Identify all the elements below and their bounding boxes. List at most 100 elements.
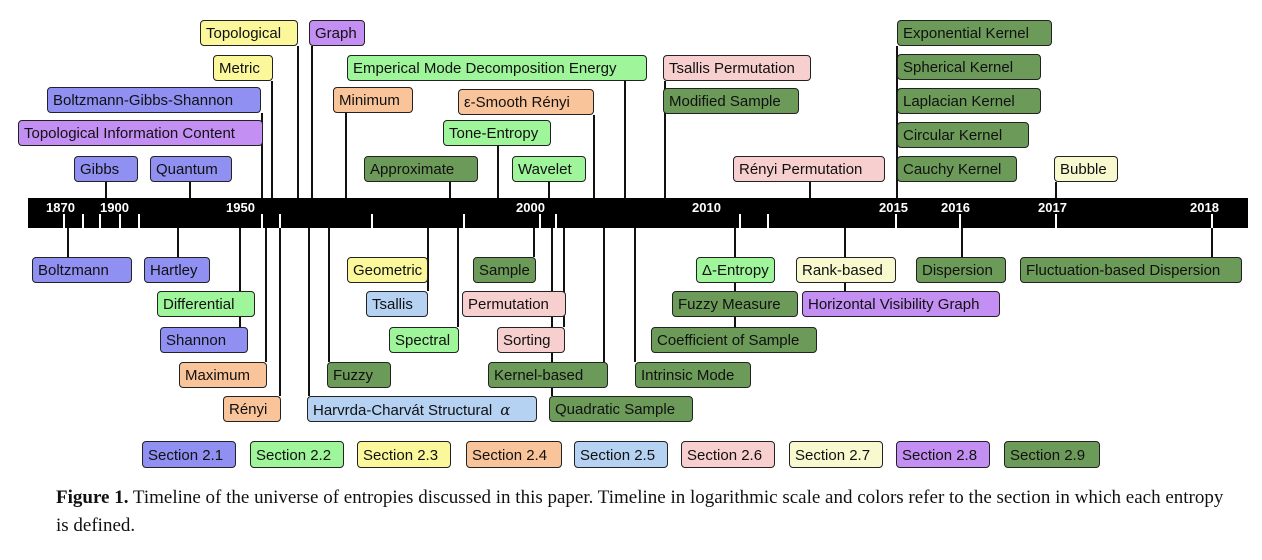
caption-text: Timeline of the universe of entropies di… bbox=[56, 487, 1224, 536]
entropy-box-bgs: Boltzmann-Gibbs-Shannon bbox=[47, 87, 261, 113]
entropy-box-topological: Topological bbox=[200, 20, 298, 46]
entropy-box-maximum: Maximum bbox=[179, 362, 267, 388]
entropy-label: Topological bbox=[206, 25, 282, 42]
entropy-label: Boltzmann-Gibbs-Shannon bbox=[53, 92, 234, 109]
year-label-2010: 2010 bbox=[692, 200, 721, 215]
entropy-box-renyi-permutation: Rényi Permutation bbox=[733, 156, 885, 182]
entropy-box-tsallis: Tsallis bbox=[366, 291, 428, 317]
entropy-box-renyi: Rényi bbox=[223, 396, 281, 422]
entropy-label: Coefficient of Sample bbox=[657, 332, 800, 349]
figure-caption: Figure 1. Timeline of the universe of en… bbox=[56, 484, 1236, 540]
entropy-label: Sorting bbox=[503, 332, 551, 349]
entropy-box-boltzmann: Boltzmann bbox=[32, 257, 132, 283]
entropy-box-rank-based: Rank-based bbox=[796, 257, 896, 283]
entropy-box-graph: Graph bbox=[309, 20, 365, 46]
entropy-box-tsallis-permutation: Tsallis Permutation bbox=[663, 55, 811, 81]
entropy-label: Topological Information Content bbox=[24, 125, 235, 142]
entropy-box-quadratic-sample: Quadratic Sample bbox=[549, 396, 693, 422]
entropy-label: Tsallis Permutation bbox=[669, 60, 795, 77]
entropy-box-hvg: Horizontal Visibility Graph bbox=[802, 291, 1000, 317]
entropy-box-permutation: Permutation bbox=[462, 291, 566, 317]
legend-s2-9: Section 2.9 bbox=[1004, 441, 1100, 468]
entropy-label: Permutation bbox=[468, 296, 549, 313]
year-label-1950: 1950 bbox=[226, 200, 255, 215]
entropy-label: Kernel-based bbox=[494, 367, 584, 384]
entropy-box-gibbs: Gibbs bbox=[74, 156, 138, 182]
entropy-box-kernel-based: Kernel-based bbox=[488, 362, 608, 388]
entropy-box-wavelet: Wavelet bbox=[512, 156, 586, 182]
entropy-label: Dispersion bbox=[922, 262, 993, 279]
entropy-box-tone-entropy: Tone-Entropy bbox=[443, 120, 551, 146]
entropy-label: Δ-Entropy bbox=[702, 262, 769, 279]
entropy-label: Fluctuation-based Dispersion bbox=[1026, 262, 1221, 279]
entropy-label: Exponential Kernel bbox=[903, 25, 1029, 42]
entropy-box-smooth-renyi: ε-Smooth Rényi bbox=[458, 89, 594, 115]
entropy-label: Quadratic Sample bbox=[555, 401, 676, 418]
legend-s2-8: Section 2.8 bbox=[896, 441, 990, 468]
timeline-axis bbox=[28, 198, 1248, 228]
entropy-label: Shannon bbox=[166, 332, 227, 349]
entropy-label: Rényi Permutation bbox=[739, 161, 863, 178]
legend-s2-7: Section 2.7 bbox=[789, 441, 883, 468]
year-label-2000: 2000 bbox=[516, 200, 545, 215]
legend-s2-5: Section 2.5 bbox=[574, 441, 668, 468]
year-label-2018: 2018 bbox=[1190, 200, 1219, 215]
entropy-box-circular-kernel: Circular Kernel bbox=[897, 122, 1029, 148]
entropy-label: Hartley bbox=[150, 262, 198, 279]
entropy-box-sample: Sample bbox=[473, 257, 536, 283]
entropy-box-intrinsic-mode: Intrinsic Mode bbox=[635, 362, 751, 388]
entropy-label: Rank-based bbox=[802, 262, 883, 279]
year-label-1900: 1900 bbox=[100, 200, 129, 215]
entropy-label: Spectral bbox=[395, 332, 451, 349]
entropy-label: Horizontal Visibility Graph bbox=[808, 296, 980, 313]
entropy-label: Differential bbox=[163, 296, 235, 313]
entropy-box-spectral: Spectral bbox=[389, 327, 459, 353]
entropy-label: Bubble bbox=[1060, 161, 1107, 178]
entropy-label: Modified Sample bbox=[669, 93, 781, 110]
entropy-label: Spherical Kernel bbox=[903, 59, 1014, 76]
entropy-box-quantum: Quantum bbox=[150, 156, 232, 182]
entropy-label: Rényi bbox=[229, 401, 268, 418]
year-label-1870: 1870 bbox=[46, 200, 75, 215]
entropy-label: Intrinsic Mode bbox=[641, 367, 735, 384]
entropy-label: Fuzzy bbox=[333, 367, 374, 384]
entropy-box-laplacian-kernel: Laplacian Kernel bbox=[897, 88, 1041, 114]
entropy-box-geometric: Geometric bbox=[347, 257, 429, 283]
entropy-label: Tone-Entropy bbox=[449, 125, 539, 142]
entropy-label: Emperical Mode Decomposition Energy bbox=[353, 60, 617, 77]
entropy-box-cauchy-kernel: Cauchy Kernel bbox=[897, 156, 1017, 182]
entropy-label: Maximum bbox=[185, 367, 251, 384]
legend-s2-2: Section 2.2 bbox=[250, 441, 344, 468]
entropy-label: Boltzmann bbox=[38, 262, 109, 279]
entropy-label: Laplacian Kernel bbox=[903, 93, 1015, 110]
entropy-box-minimum: Minimum bbox=[333, 87, 413, 113]
entropy-box-hartley: Hartley bbox=[144, 257, 210, 283]
caption-label: Figure 1. bbox=[56, 487, 129, 508]
year-label-2017: 2017 bbox=[1038, 200, 1067, 215]
entropy-box-modified-sample: Modified Sample bbox=[663, 88, 799, 114]
entropy-box-fuzzy: Fuzzy bbox=[327, 362, 391, 388]
entropy-box-shannon: Shannon bbox=[160, 327, 248, 353]
entropy-label: Metric bbox=[219, 60, 260, 77]
entropy-label: Sample bbox=[479, 262, 530, 279]
entropy-label: Gibbs bbox=[80, 161, 120, 178]
year-label-2016: 2016 bbox=[941, 200, 970, 215]
entropy-box-coefficient-sample: Coefficient of Sample bbox=[651, 327, 817, 353]
entropy-box-delta-entropy: Δ-Entropy bbox=[696, 257, 775, 283]
entropy-box-topological-info: Topological Information Content bbox=[18, 120, 263, 146]
year-label-2015: 2015 bbox=[879, 200, 908, 215]
entropy-label: Circular Kernel bbox=[903, 127, 1003, 144]
entropy-box-bubble: Bubble bbox=[1054, 156, 1118, 182]
entropy-box-differential: Differential bbox=[157, 291, 255, 317]
entropy-box-fuzzy-measure: Fuzzy Measure bbox=[672, 291, 798, 317]
entropy-label: Approximate bbox=[370, 161, 455, 178]
entropy-box-emd: Emperical Mode Decomposition Energy bbox=[347, 55, 647, 81]
entropy-label: Graph bbox=[315, 25, 357, 42]
legend-s2-6: Section 2.6 bbox=[681, 441, 775, 468]
entropy-box-spherical-kernel: Spherical Kernel bbox=[897, 54, 1041, 80]
entropy-label: Harvrda-Charvát Structural bbox=[313, 402, 493, 419]
entropy-label: Geometric bbox=[353, 262, 423, 279]
entropy-box-fluctuation-dispersion: Fluctuation-based Dispersion bbox=[1020, 257, 1242, 283]
